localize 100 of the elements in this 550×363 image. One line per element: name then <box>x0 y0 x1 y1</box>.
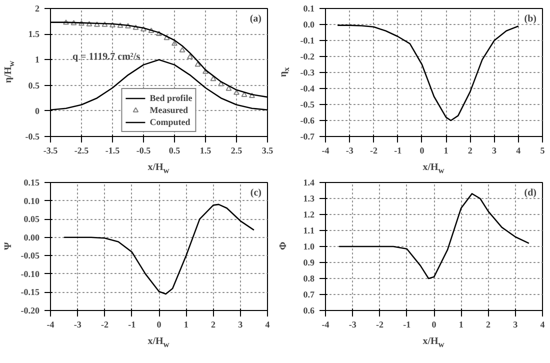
x-tick-label: -1 <box>403 320 412 330</box>
x-tick-label: 0 <box>432 320 437 330</box>
x-tick-label: -0.5 <box>136 146 152 156</box>
x-tick-label: 4 <box>540 320 546 330</box>
y-tick-label: -0.7 <box>300 132 315 142</box>
y-tick-label: -0.3 <box>300 68 315 78</box>
x-tick-label: 2.5 <box>230 146 243 156</box>
y-tick-label: 1.4 <box>303 178 315 188</box>
y-tick-label: 0.05 <box>24 214 40 224</box>
y-tick-label: 0.1 <box>303 4 315 14</box>
point <box>132 24 139 30</box>
y-tick-label: 1 <box>35 54 40 65</box>
y-tick-label: -0.20 <box>20 306 40 316</box>
y-tick-label: 0.8 <box>303 274 315 284</box>
line-series <box>336 24 520 122</box>
x-tick-label: 3 <box>492 146 498 156</box>
legend-label: Bed profile <box>150 92 192 104</box>
point <box>78 20 84 26</box>
point <box>218 80 224 86</box>
y-tick-label: 1.0 <box>303 242 315 252</box>
x-tick-label: -2.5 <box>74 146 90 156</box>
point <box>202 68 208 74</box>
x-tick-label: 0.5 <box>168 146 181 156</box>
x-tick-label: -3 <box>348 320 357 330</box>
point <box>110 22 116 28</box>
x-tick-label: 2 <box>486 320 491 330</box>
point <box>156 30 162 36</box>
point <box>63 19 69 25</box>
annotation: q = 1119.7 cm²/s <box>72 52 140 62</box>
x-tick-label: 3 <box>238 320 244 330</box>
y-tick-label: 0.10 <box>24 196 40 206</box>
x-tick-label: -4 <box>46 320 55 330</box>
y-tick-label: 1.1 <box>303 226 315 236</box>
legend-label: Measured <box>150 104 188 116</box>
point <box>172 40 178 46</box>
x-tick-label: 2 <box>211 320 216 330</box>
y-axis-title: Ψ <box>2 241 15 252</box>
y-tick-label: 0 <box>35 106 40 116</box>
x-tick-label: -1 <box>394 146 402 156</box>
y-tick-label: -0.6 <box>300 116 315 126</box>
point <box>140 26 146 32</box>
y-tick-label: -0.05 <box>20 250 40 261</box>
point <box>210 76 216 82</box>
x-tick-label: 4 <box>265 320 270 330</box>
annotation: (a) <box>250 14 262 24</box>
line-series <box>63 204 255 295</box>
y-tick-label: -0.15 <box>20 287 40 298</box>
y-tick-label: 0.0 <box>303 20 315 30</box>
x-tick-label: -3.5 <box>43 146 58 156</box>
x-tick-label: -3 <box>346 146 354 156</box>
y-tick-label: 0.00 <box>24 232 40 242</box>
point <box>179 47 186 52</box>
y-tick-label: -0.10 <box>20 268 40 279</box>
x-tick-label: 1 <box>458 320 464 330</box>
x-tick-label: 5 <box>540 146 546 156</box>
x-axis-title: x/H$_{w}$ <box>422 335 446 351</box>
y-axis-title: Φ <box>277 240 290 252</box>
y-tick-label: -0.1 <box>300 36 315 46</box>
x-tick-label: 0 <box>420 146 425 156</box>
x-tick-label: 2 <box>468 146 473 156</box>
y-tick-label: -0.5 <box>300 100 315 110</box>
x-tick-label: -2 <box>376 320 384 330</box>
point <box>125 23 131 28</box>
point <box>70 20 77 26</box>
y-tick-label: 2 <box>35 4 40 14</box>
annotation: (d) <box>524 188 537 198</box>
x-tick-label: -4 <box>322 146 330 156</box>
x-tick-label: 3.5 <box>262 146 274 156</box>
legend-label: Computed <box>150 116 190 128</box>
x-tick-label: 4 <box>516 146 522 156</box>
x-tick-label: -2 <box>101 320 109 330</box>
y-tick-label: 0.5 <box>28 80 40 90</box>
point <box>117 22 124 28</box>
x-tick-label: -1 <box>128 320 136 330</box>
x-tick-label: 1 <box>184 320 189 330</box>
y-tick-label: 0.9 <box>303 258 315 268</box>
point <box>164 34 170 40</box>
y-tick-label: -0.4 <box>300 84 315 94</box>
x-tick-label: 1.5 <box>200 146 212 156</box>
x-tick-label: -3 <box>74 320 82 330</box>
y-tick-label: -0.2 <box>300 52 315 62</box>
x-tick-label: 3 <box>513 320 518 330</box>
x-axis-title: x/H$_{w}$ <box>422 161 446 177</box>
point <box>148 28 154 33</box>
point <box>249 92 255 98</box>
y-tick-label: -0.5 <box>25 132 40 142</box>
annotation: (c) <box>250 188 262 198</box>
y-tick-label: 1.5 <box>28 29 40 40</box>
y-tick-label: 1.2 <box>303 210 315 220</box>
point <box>234 90 240 95</box>
point <box>187 54 193 60</box>
x-tick-label: -1.5 <box>105 146 120 156</box>
point <box>194 61 201 67</box>
y-tick-label: 1.3 <box>303 194 315 204</box>
annotation: (b) <box>524 14 537 24</box>
x-tick-label: 1 <box>444 146 449 156</box>
x-axis-title: x/H$_{w}$ <box>146 161 170 177</box>
y-tick-label: 0.6 <box>303 306 315 316</box>
y-tick-label: 0.15 <box>24 178 40 188</box>
x-tick-label: -2 <box>370 146 378 156</box>
